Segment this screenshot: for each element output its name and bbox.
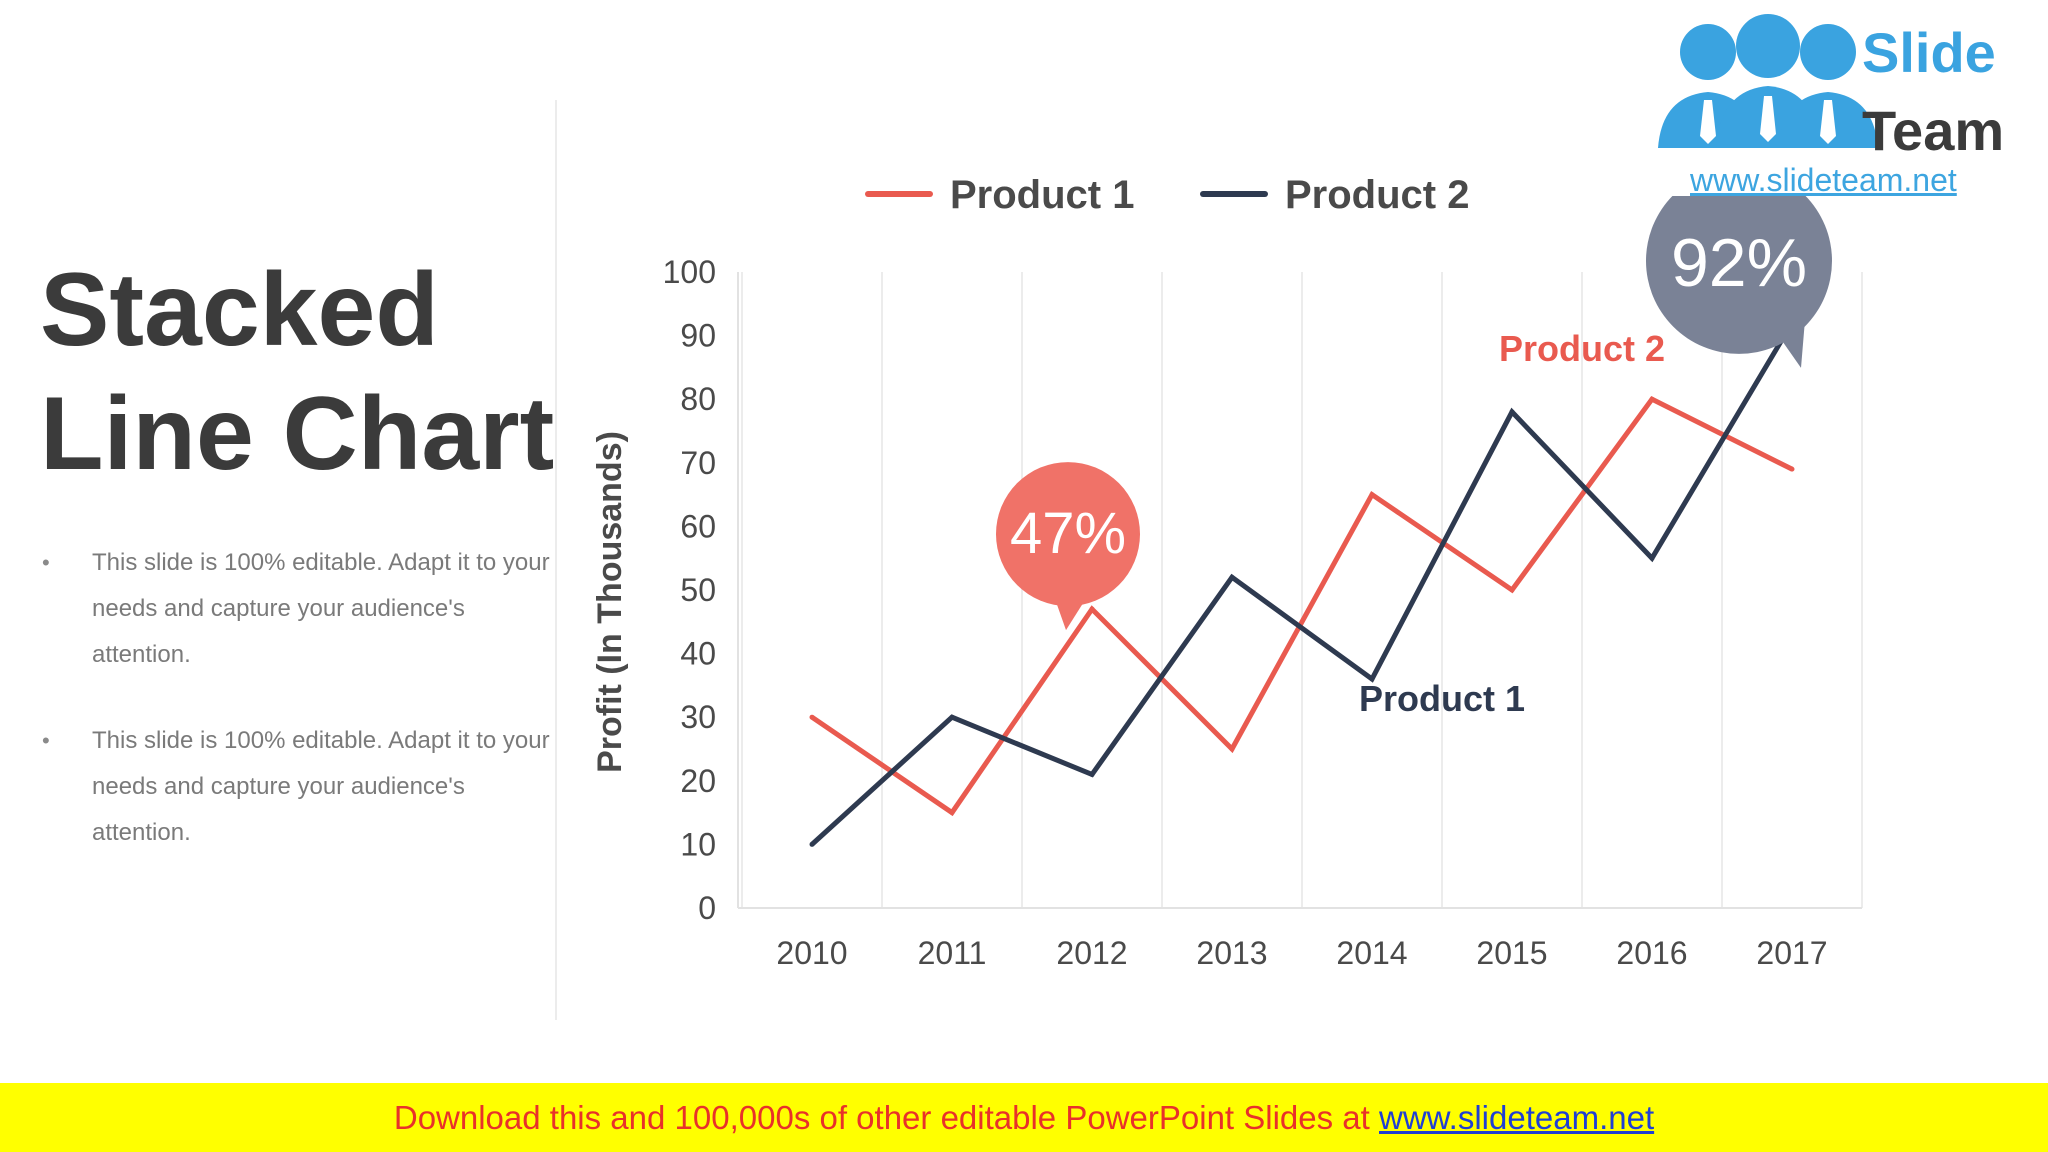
y-tick-label: 60: [680, 508, 716, 544]
y-tick-label: 30: [680, 699, 716, 735]
slide-title: Stacked Line Chart: [40, 248, 554, 496]
data-point: [949, 714, 955, 720]
bullet-dot-icon: •: [42, 550, 50, 575]
y-tick-label: 90: [680, 318, 716, 354]
bullet-text: This slide is 100% editable. Adapt it to…: [92, 549, 550, 668]
callout-bubble: [1646, 167, 1832, 354]
y-tick-label: 0: [698, 890, 716, 926]
data-point: [809, 714, 815, 720]
logo-word-slide: Slide: [1862, 21, 1996, 84]
slideteam-logo[interactable]: Slide Team: [1640, 0, 2038, 196]
bullet-dot-icon: •: [42, 728, 50, 753]
data-point: [949, 810, 955, 816]
vertical-divider: [555, 100, 557, 1020]
callout-label: 47%: [1010, 501, 1126, 566]
download-banner: Download this and 100,000s of other edit…: [0, 1083, 2048, 1152]
data-point: [1509, 587, 1515, 593]
data-point: [1509, 409, 1515, 415]
inline-series-label: Product 2: [1499, 328, 1665, 369]
bullet-text: This slide is 100% editable. Adapt it to…: [92, 727, 550, 846]
y-tick-label: 70: [680, 445, 716, 481]
banner-link[interactable]: www.slideteam.net: [1379, 1099, 1655, 1136]
inline-series-label: Product 1: [1359, 678, 1525, 719]
x-tick-label: 2015: [1476, 935, 1547, 971]
y-tick-label: 100: [663, 254, 716, 290]
x-tick-label: 2010: [776, 935, 847, 971]
data-point: [1229, 746, 1235, 752]
line-chart: 0 10 20 30 40 50 60 70 80 90 100 2010 2011 2012 2013 20…: [591, 167, 1863, 971]
callout-label: 92%: [1671, 225, 1807, 301]
data-point: [1789, 466, 1795, 472]
y-tick-label: 20: [680, 763, 716, 799]
x-tick-label: 2014: [1336, 935, 1407, 971]
logo-url-link[interactable]: www.slideteam.net: [1690, 162, 1957, 198]
logo-word-team: Team: [1862, 99, 2004, 162]
x-tick-label: 2012: [1056, 935, 1127, 971]
x-tick-label: 2013: [1196, 935, 1267, 971]
y-tick-label: 50: [680, 572, 716, 608]
y-axis-title: Profit (In Thousands): [591, 431, 629, 773]
data-point: [1089, 606, 1095, 612]
legend-label: Product 2: [1285, 173, 1469, 217]
bullet-item: • This slide is 100% editable. Adapt it …: [40, 540, 560, 678]
y-tick-label: 40: [680, 636, 716, 672]
data-point: [1649, 555, 1655, 561]
data-point: [1649, 396, 1655, 402]
callout-bubble: [996, 462, 1140, 607]
x-tick-label: 2016: [1616, 935, 1687, 971]
bullet-list: • This slide is 100% editable. Adapt it …: [40, 540, 560, 896]
data-point: [1369, 676, 1375, 682]
data-point: [1089, 771, 1095, 777]
bullet-item: • This slide is 100% editable. Adapt it …: [40, 718, 560, 856]
y-tick-label: 10: [680, 826, 716, 862]
banner-text: Download this and 100,000s of other edit…: [393, 1099, 1379, 1136]
data-point: [809, 841, 815, 847]
data-point: [1369, 492, 1375, 498]
series-line-2: [810, 321, 1795, 847]
series-line-1: [810, 396, 1794, 817]
x-tick-label: 2011: [918, 935, 987, 971]
data-point: [1229, 574, 1235, 580]
legend-label: Product 1: [950, 173, 1134, 217]
slide-title-line-2: Line Chart: [40, 376, 555, 492]
x-tick-label: 2017: [1756, 935, 1827, 971]
slide-title-line-1: Stacked: [40, 252, 439, 368]
y-tick-label: 80: [680, 381, 716, 417]
